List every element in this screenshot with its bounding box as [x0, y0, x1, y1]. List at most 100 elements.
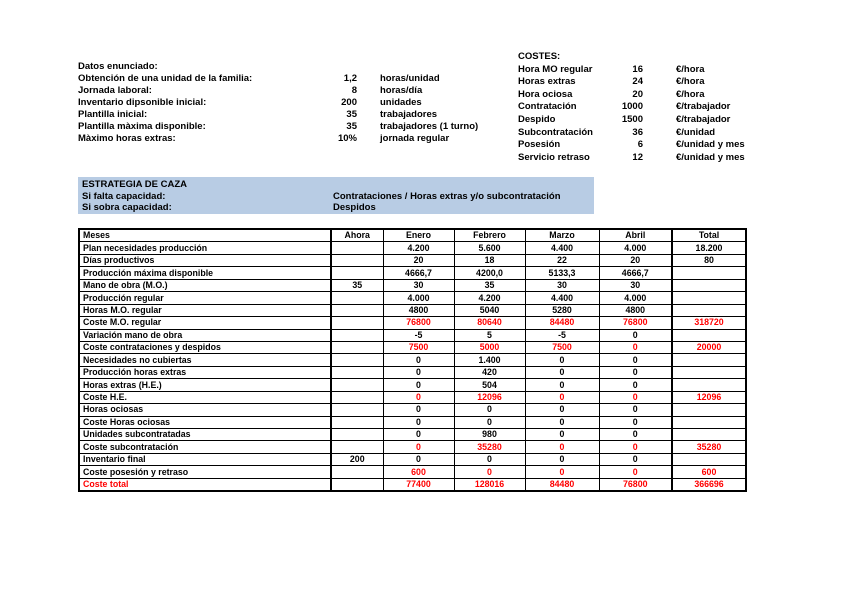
- table-cell: 0: [524, 378, 600, 392]
- row-label: Producción regular: [78, 291, 332, 305]
- info-value: 6: [637, 139, 643, 151]
- info-label: Màximo horas extras:: [78, 133, 176, 144]
- table-cell: [671, 427, 747, 442]
- table-cell: [330, 440, 384, 454]
- table-cell: [330, 241, 384, 255]
- table-cell: 12096: [671, 390, 747, 405]
- table-cell: 4800: [598, 303, 673, 318]
- column-header: Ahora: [330, 228, 384, 243]
- table-cell: 80640: [453, 316, 526, 330]
- row-label: Coste subcontratación: [78, 440, 332, 454]
- info-unit: €/hora: [676, 76, 705, 88]
- estrategia-row: Si falta capacidad: Contrataciones / Hor…: [82, 191, 594, 203]
- column-header: Marzo: [524, 228, 600, 243]
- table-cell: [671, 365, 747, 380]
- table-cell: 5: [453, 328, 526, 342]
- info-unit: €/unidad: [676, 126, 716, 138]
- table-row: Horas extras (H.E.) 0 504 0 0: [78, 378, 747, 392]
- table-cell: -5: [524, 328, 600, 342]
- info-value: 1500: [621, 113, 643, 125]
- info-label: Plantilla inicial:: [78, 109, 148, 120]
- table-cell: [330, 316, 384, 330]
- plan-table-header-row: Meses Ahora Enero Febrero Marzo Abril Total: [78, 228, 747, 243]
- info-value: 200: [341, 97, 357, 108]
- table-cell: 1.400: [453, 353, 526, 367]
- table-row: Necesidades no cubiertas 0 1.400 0 0: [78, 353, 747, 367]
- table-cell: 4.200: [382, 241, 455, 255]
- table-cell: [330, 303, 384, 318]
- table-cell: 318720: [671, 316, 747, 330]
- info-unit: trabajadores: [380, 109, 438, 120]
- table-cell: [330, 403, 384, 417]
- info-value: 20: [632, 88, 643, 100]
- table-cell: 0: [382, 440, 455, 454]
- table-cell: 980: [453, 427, 526, 442]
- table-cell: 0: [598, 403, 673, 417]
- table-cell: 76800: [598, 477, 673, 492]
- row-label: Coste H.E.: [78, 390, 332, 405]
- table-row: Plan necesidades producción 4.200 5.600 4.4…: [78, 241, 747, 255]
- info-label: Servicio retraso: [518, 151, 590, 163]
- table-cell: 0: [598, 328, 673, 342]
- datos-enunciado-block: Datos enunciado: Obtención de una unidad…: [78, 61, 478, 145]
- table-cell: [671, 303, 747, 318]
- table-cell: 0: [524, 365, 600, 380]
- table-cell: 0: [382, 378, 455, 392]
- table-cell: [330, 365, 384, 380]
- table-cell: 0: [453, 415, 526, 430]
- table-cell: [330, 465, 384, 479]
- row-label: Coste total: [78, 477, 332, 492]
- table-cell: 0: [382, 403, 455, 417]
- table-cell: 5040: [453, 303, 526, 318]
- table-cell: 0: [524, 415, 600, 430]
- info-unit: horas/día: [380, 85, 423, 96]
- table-cell: 366696: [671, 477, 747, 492]
- row-label: Producción horas extras: [78, 365, 332, 380]
- info-row: Despido 1500 €/trabajador: [518, 114, 745, 127]
- table-row: Coste M.O. regular 76800 80640 84480 76800 31…: [78, 316, 747, 330]
- table-cell: 420: [453, 365, 526, 380]
- table-cell: -5: [382, 328, 455, 342]
- table-cell: 20: [382, 253, 455, 268]
- table-row: Coste contrataciones y despidos 7500 5000 7…: [78, 340, 747, 355]
- table-cell: [330, 378, 384, 392]
- row-label: Necesidades no cubiertas: [78, 353, 332, 367]
- table-cell: 22: [524, 253, 600, 268]
- info-value: 8: [351, 85, 357, 96]
- info-row: Plantilla inicial: 35 trabajadores: [78, 109, 478, 121]
- table-cell: 0: [524, 452, 600, 467]
- info-unit: horas/unidad: [380, 73, 440, 84]
- info-label: Hora ociosa: [518, 88, 573, 100]
- table-cell: [671, 403, 747, 417]
- info-value: 35: [346, 121, 357, 132]
- info-label: Obtención de una unidad de la familia:: [78, 73, 253, 84]
- info-row: Posesión 6 €/unidad y mes: [518, 139, 745, 152]
- info-row: Màximo horas extras: 10% jornada regular: [78, 133, 478, 145]
- table-cell: 80: [671, 253, 747, 268]
- table-cell: [671, 353, 747, 367]
- table-cell: 0: [524, 440, 600, 454]
- table-cell: [330, 427, 384, 442]
- table-cell: [330, 390, 384, 405]
- row-label: Coste posesión y retraso: [78, 465, 332, 479]
- column-header: Total: [671, 228, 747, 243]
- column-header: Abril: [598, 228, 673, 243]
- table-cell: 0: [524, 465, 600, 479]
- info-value: 10%: [337, 133, 357, 144]
- info-label: Hora MO regular: [518, 63, 593, 75]
- table-cell: [671, 266, 747, 280]
- table-cell: 84480: [524, 316, 600, 330]
- row-label: Plan necesidades producción: [78, 241, 332, 255]
- table-row: Horas M.O. regular 4800 5040 5280 4800: [78, 303, 747, 318]
- row-label: Coste contrataciones y despidos: [78, 340, 332, 355]
- table-row: Producción máxima disponible 4666,7 4200,0…: [78, 266, 747, 280]
- table-cell: [671, 328, 747, 342]
- plan-table: Meses Ahora Enero Febrero Marzo Abril Total Pl…: [78, 228, 747, 493]
- table-cell: 0: [524, 353, 600, 367]
- estrategia-row-value: Despidos: [333, 202, 376, 213]
- row-label: Coste Horas ociosas: [78, 415, 332, 430]
- table-cell: 20: [598, 253, 673, 268]
- info-value: 1000: [621, 101, 643, 113]
- table-cell: [671, 291, 747, 305]
